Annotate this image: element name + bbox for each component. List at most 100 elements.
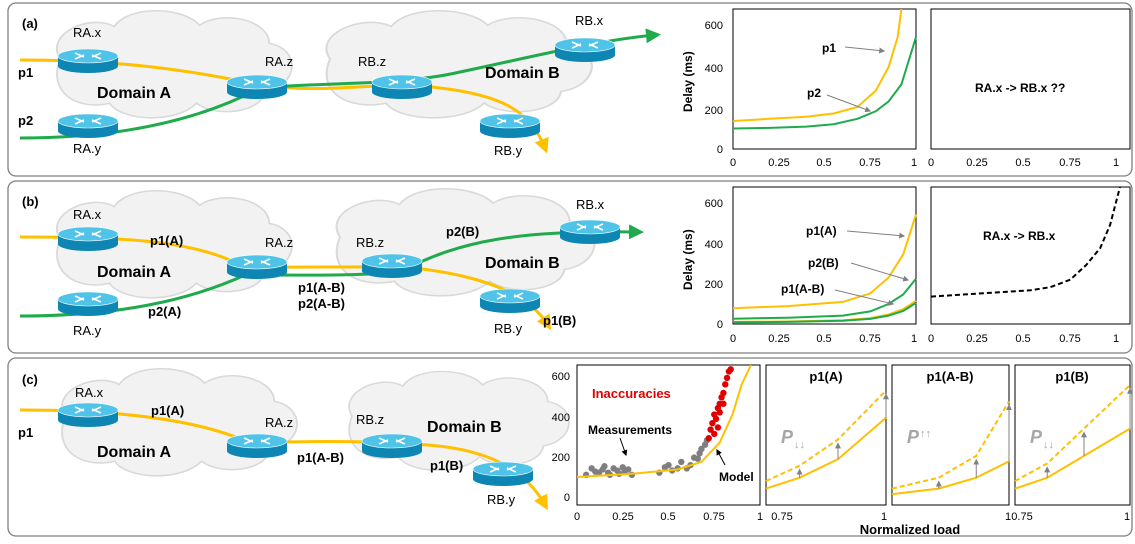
chart-c-main: 600 400 200 0 0 0.25 0.5 0.75 1 Inaccura…	[552, 364, 763, 523]
domain-label: Domain B	[485, 65, 560, 82]
router-icon	[559, 219, 621, 244]
router-label: RA.z	[265, 54, 293, 69]
router-label: RB.y	[494, 321, 523, 336]
path-label: p2	[18, 113, 33, 128]
chart-a-right: RA.x -> RB.x ?? 0 0.25 0.5 0.75 1	[928, 8, 1131, 169]
router-label: RA.z	[265, 415, 293, 430]
y-tick: 400	[705, 63, 723, 75]
panel-c-frame	[7, 357, 1133, 537]
router-icon	[361, 253, 423, 278]
data-point	[711, 430, 718, 438]
x-tick: 0.25	[612, 511, 633, 523]
x-tick: 0.75	[1011, 511, 1032, 523]
series-label: p2(B)	[808, 256, 839, 270]
chart-c-small-3: p1(B) P ↓↓ 0.75 1	[1011, 364, 1133, 523]
router-label: RB.x	[575, 13, 604, 28]
domain-label: Domain A	[97, 85, 172, 102]
x-tick: 1	[1124, 511, 1130, 523]
series-line	[732, 302, 917, 324]
x-tick: 0	[730, 333, 736, 345]
path-label: p1(A-B)	[298, 280, 345, 295]
series-line	[1014, 384, 1131, 482]
series-line	[1014, 427, 1131, 490]
x-tick: 0.25	[966, 157, 987, 169]
panel-c-network: (c) RA.x RA.z RB.z RB.y Domain A Domain …	[18, 367, 570, 511]
p-symbol: P	[781, 427, 794, 447]
data-point	[716, 409, 723, 416]
series-label: p1	[822, 41, 836, 55]
panel-tag: (b)	[22, 194, 39, 209]
measurements-label: Measurements	[588, 423, 672, 437]
domain-label: Domain A	[97, 444, 172, 461]
x-tick: 0.5	[1015, 157, 1030, 169]
y-axis-label: Delay (ms)	[681, 229, 695, 290]
x-tick: 0	[574, 511, 580, 523]
y-tick: 400	[705, 239, 723, 251]
router-label: RA.x	[73, 25, 102, 40]
series-line	[732, 8, 903, 122]
series-label: p1(A)	[806, 224, 837, 238]
router-label: RB.y	[494, 143, 523, 158]
y-tick: 0	[564, 492, 570, 504]
series-line	[891, 460, 1010, 496]
router-icon	[479, 113, 541, 138]
router-label: RB.y	[487, 492, 516, 507]
y-tick: 400	[552, 412, 570, 424]
p-symbol: P	[907, 427, 920, 447]
inaccuracies-label: Inaccuracies	[592, 386, 671, 401]
p-arrows: ↓↓	[794, 439, 805, 451]
series-line	[576, 364, 752, 478]
x-axis-label: Normalized load	[860, 522, 960, 537]
domain-label: Domain B	[427, 419, 502, 436]
x-tick: 0.25	[768, 157, 789, 169]
panel-b-network: (b) RA.x RA.y RA.z RB.z RB.x RB.y Domain…	[19, 187, 644, 338]
router-icon	[226, 433, 288, 458]
router-icon	[57, 48, 119, 73]
path-label: p2(A)	[148, 304, 181, 319]
data-point	[665, 461, 672, 469]
y-tick: 600	[705, 20, 723, 32]
path-label: p2(A-B)	[298, 296, 345, 311]
x-tick: 1	[911, 157, 917, 169]
y-tick: 600	[705, 198, 723, 210]
chart-note: RA.x -> RB.x	[983, 229, 1056, 243]
path-label: p1	[18, 425, 33, 440]
series-line	[765, 416, 887, 490]
router-icon	[361, 433, 423, 458]
path-label: p1	[18, 65, 33, 80]
x-tick: 1	[1005, 511, 1011, 523]
data-point	[705, 435, 712, 442]
x-tick: 0.75	[859, 157, 880, 169]
chart-note: RA.x -> RB.x ??	[975, 81, 1065, 95]
data-point	[707, 426, 714, 433]
path-p1	[19, 235, 552, 331]
path-label: p1(A-B)	[297, 450, 344, 465]
data-point	[720, 389, 727, 397]
model-label: Model	[719, 470, 754, 484]
data-point	[601, 463, 608, 470]
data-point	[720, 400, 727, 407]
y-tick: 0	[717, 144, 723, 156]
chart-b-left: Delay (ms) 600 400 200 0 0 0.25 0.5 0.75…	[681, 186, 917, 345]
x-tick: 0.5	[816, 157, 831, 169]
small-chart-title: p1(A)	[809, 369, 842, 384]
data-point	[727, 366, 734, 373]
path-label: p1(A)	[150, 233, 183, 248]
path-label: p1(B)	[543, 313, 576, 328]
y-axis-label: Delay (ms)	[681, 51, 695, 112]
router-icon	[57, 402, 119, 427]
router-icon	[554, 37, 616, 62]
data-point	[709, 419, 716, 427]
chart-a-left: Delay (ms) 600 400 200 0 0 0.25 0.5 0.75…	[681, 8, 917, 169]
x-tick: 0.25	[768, 333, 789, 345]
router-icon	[226, 74, 288, 99]
router-icon	[57, 113, 119, 138]
path-p1	[19, 58, 549, 154]
x-tick: 1	[911, 333, 917, 345]
x-tick: 0	[928, 333, 934, 345]
series-line	[930, 186, 1121, 298]
x-tick: 0.75	[1059, 333, 1080, 345]
path-p2	[19, 224, 644, 318]
